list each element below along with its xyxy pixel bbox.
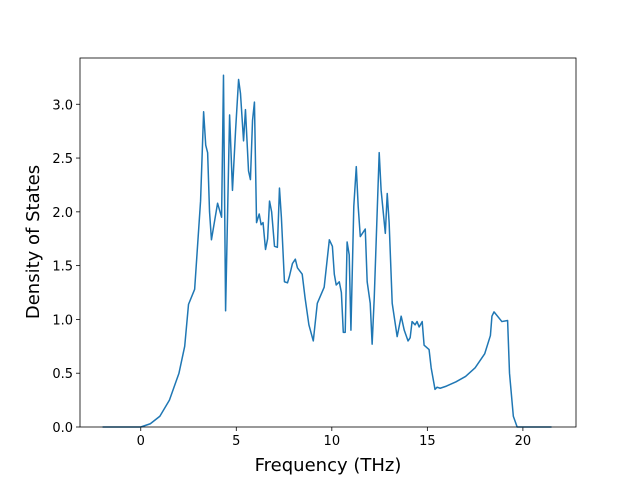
x-tick-label: 15 [419,434,436,449]
x-tick-label: 20 [515,434,532,449]
x-tick-label: 10 [324,434,341,449]
y-tick-label: 1.0 [52,313,73,328]
y-tick-label: 1.5 [52,260,73,275]
y-axis-label: Density of States [23,165,44,319]
y-tick-label: 0.0 [52,421,73,436]
x-tick-label: 5 [232,434,240,449]
y-tick-label: 2.5 [52,152,73,167]
x-tick-label: 0 [137,434,145,449]
x-axis-label: Frequency (THz) [255,455,402,476]
y-tick-label: 3.0 [52,98,73,113]
y-tick-label: 0.5 [52,367,73,382]
y-tick-label: 2.0 [52,206,73,221]
data-line [102,74,552,428]
plot-frame [79,57,577,428]
